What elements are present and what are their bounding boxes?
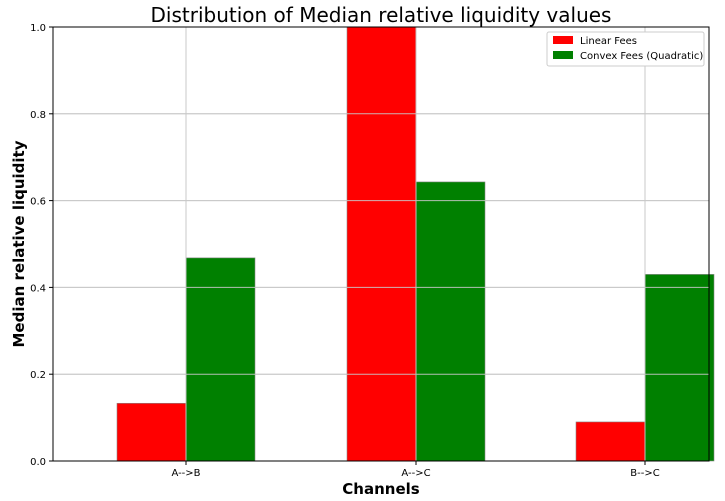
legend-swatch-linear bbox=[553, 36, 573, 44]
bar-convex-2 bbox=[644, 274, 715, 462]
bar-linear-2 bbox=[575, 421, 646, 462]
y-tick-label: 0.2 bbox=[30, 370, 46, 381]
legend-swatch-convex bbox=[553, 51, 573, 59]
bar-convex-0 bbox=[185, 257, 256, 462]
bars bbox=[116, 26, 715, 462]
x-axis-label: Channels bbox=[342, 480, 419, 498]
x-tick-label: A-->C bbox=[401, 468, 430, 479]
legend: Linear Fees Convex Fees (Quadratic) bbox=[546, 31, 705, 67]
bar-linear-1 bbox=[346, 26, 417, 462]
grid-overlay bbox=[53, 27, 709, 461]
legend-label-convex: Convex Fees (Quadratic) bbox=[580, 51, 703, 62]
x-axis: A-->B A-->C B-->C bbox=[171, 461, 660, 479]
bar-convex-1 bbox=[415, 181, 486, 462]
y-tick-label: 1.0 bbox=[30, 23, 46, 34]
legend-box bbox=[546, 31, 705, 67]
x-tick-label: B-->C bbox=[630, 468, 659, 479]
y-tick-label: 0.8 bbox=[30, 110, 46, 121]
y-axis: 0.0 0.2 0.4 0.6 0.8 1.0 bbox=[30, 23, 53, 468]
x-tick-label: A-->B bbox=[171, 468, 200, 479]
chart-title: Distribution of Median relative liquidit… bbox=[151, 3, 612, 27]
y-axis-label: Median relative liquidity bbox=[10, 140, 28, 347]
y-tick-label: 0.0 bbox=[30, 457, 46, 468]
y-tick-label: 0.4 bbox=[30, 283, 46, 294]
legend-label-linear: Linear Fees bbox=[580, 36, 637, 47]
plot-frame bbox=[52, 26, 710, 462]
y-tick-label: 0.6 bbox=[30, 197, 46, 208]
bar-linear-0 bbox=[116, 402, 187, 462]
